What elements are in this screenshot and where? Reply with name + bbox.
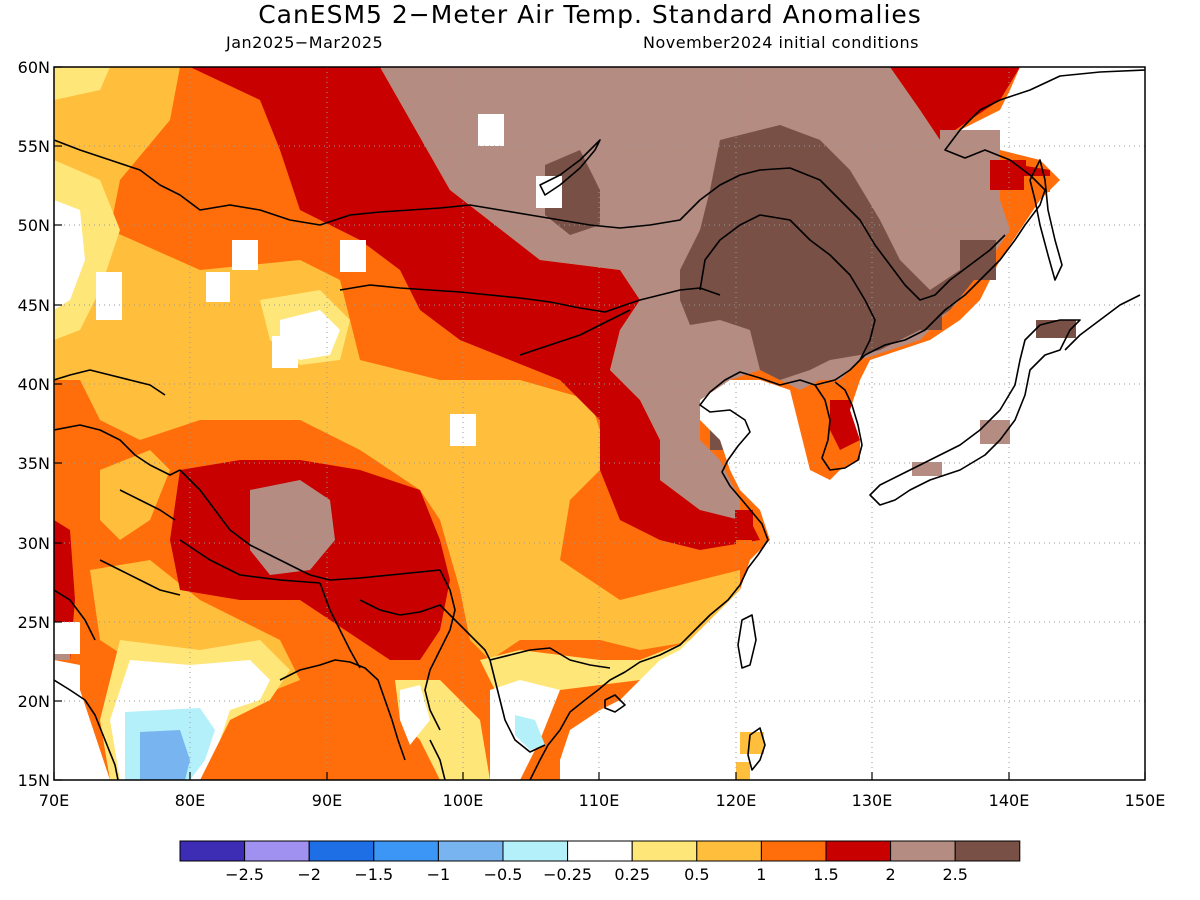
colorbar-swatch	[825, 840, 892, 862]
gridlines	[54, 67, 1145, 780]
lat-label: 40N	[18, 375, 50, 394]
map-title: CanESM5 2−Meter Air Temp. Standard Anoma…	[258, 0, 922, 29]
lat-label: 15N	[18, 771, 50, 790]
longitude-labels: 70E 80E 90E 100E 110E 120E 130E 140E 150…	[39, 791, 1166, 810]
colorbar-label: 1	[756, 865, 766, 884]
forecast-period: Jan2025−Mar2025	[226, 33, 384, 52]
initial-conditions: November2024 initial conditions	[643, 33, 919, 52]
colorbar-swatch	[437, 840, 504, 862]
coastlines-borders	[54, 69, 1145, 780]
lat-label: 55N	[18, 137, 50, 156]
lat-label: 45N	[18, 296, 50, 315]
lat-label: 35N	[18, 454, 50, 473]
colorbar-label: 0.5	[684, 865, 709, 884]
lon-label: 130E	[852, 791, 893, 810]
lon-label: 120E	[716, 791, 757, 810]
lon-label: 70E	[39, 791, 69, 810]
lon-label: 150E	[1125, 791, 1166, 810]
colorbar-swatch	[954, 840, 1021, 862]
colorbar-label: −0.25	[543, 865, 592, 884]
colorbar-label: 2	[886, 865, 896, 884]
lon-label: 110E	[579, 791, 620, 810]
colorbar-swatch	[373, 840, 439, 862]
colorbar-label: −2	[297, 865, 321, 884]
lat-label: 50N	[18, 216, 50, 235]
lon-label: 90E	[312, 791, 342, 810]
colorbar-label: −0.5	[484, 865, 523, 884]
colorbar-label: −2.5	[225, 865, 264, 884]
colorbar-swatch	[244, 840, 310, 862]
colorbar-swatch	[760, 840, 827, 862]
colorbar-swatch	[308, 840, 375, 862]
lat-label: 30N	[18, 534, 50, 553]
colorbar-swatch	[631, 840, 698, 862]
colorbar-swatch	[890, 840, 956, 862]
latitude-labels: 15N 20N 25N 30N 35N 40N 45N 50N 55N 60N	[18, 58, 50, 790]
colorbar-label: −1	[427, 865, 451, 884]
lat-label: 25N	[18, 613, 50, 632]
anomaly-field	[54, 67, 1145, 780]
colorbar-label: 1.5	[813, 865, 838, 884]
lon-label: 100E	[443, 791, 484, 810]
colorbar-swatch	[696, 840, 762, 862]
colorbar	[179, 840, 1021, 862]
colorbar-swatch	[502, 840, 569, 862]
colorbar-swatch	[179, 840, 246, 862]
lat-label: 20N	[18, 692, 50, 711]
axis-ticks	[53, 66, 1146, 781]
colorbar-labels: −2.5 −2 −1.5 −1 −0.5 −0.25 0.25 0.5 1 1.5 2 2.5	[225, 865, 968, 884]
colorbar-label: −1.5	[354, 865, 393, 884]
lon-label: 80E	[175, 791, 205, 810]
colorbar-label: 2.5	[942, 865, 967, 884]
colorbar-label: 0.25	[614, 865, 650, 884]
colorbar-swatch	[567, 840, 633, 862]
lat-label: 60N	[18, 58, 50, 77]
lon-label: 140E	[989, 791, 1030, 810]
